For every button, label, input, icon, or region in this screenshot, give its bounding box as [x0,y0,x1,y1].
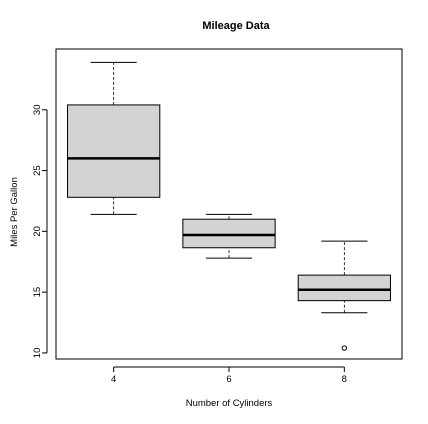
y-axis-label: Miles Per Gallon [9,177,20,247]
box-6-cylinders [182,213,276,259]
y-tick-label: 25 [32,165,43,176]
y-tick-label: 15 [32,287,43,298]
x-tick-label: 8 [342,374,347,385]
x-tick-label: 6 [226,374,231,385]
box-4-cylinders [67,61,161,215]
iqr-box [297,274,391,302]
y-tick-label: 10 [32,348,43,359]
iqr-box [182,218,276,249]
outlier-point [341,345,348,351]
y-tick-label: 30 [32,104,43,115]
x-axis-label: Number of Cylinders [186,398,273,409]
iqr-box [67,104,161,198]
x-tick-label: 4 [111,374,116,385]
y-axis: 10 15 20 25 30 [32,104,48,359]
boxes-layer [67,61,391,351]
y-tick-label: 20 [32,226,43,237]
chart-title: Mileage Data [202,20,270,32]
box-8-cylinders [297,240,391,351]
x-axis: 4 6 8 [111,366,347,385]
plot-frame [55,48,403,360]
